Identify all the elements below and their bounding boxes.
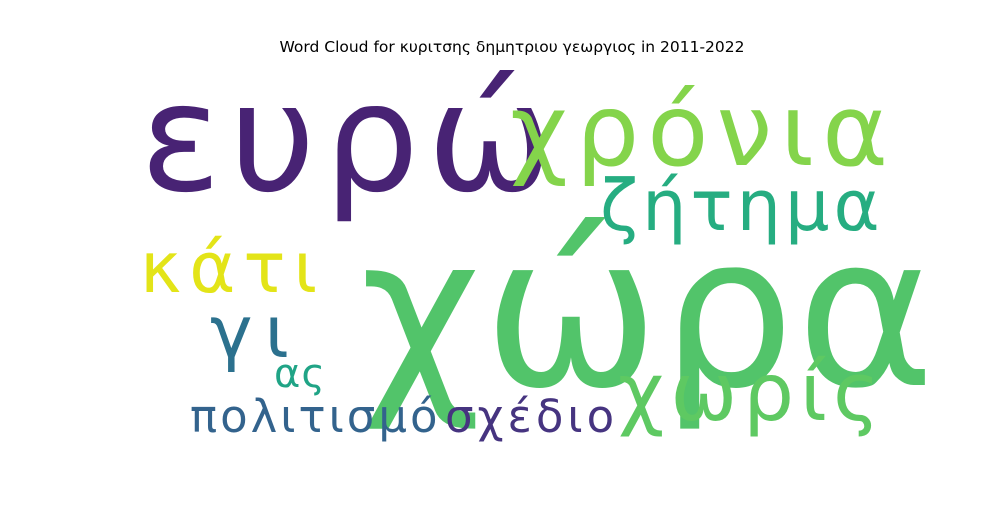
word-7: πολιτισμό bbox=[190, 390, 440, 443]
word-9: ας bbox=[274, 351, 326, 397]
word-8: σχέδιο bbox=[445, 390, 618, 443]
word-3: ζήτημα bbox=[600, 165, 884, 247]
word-5: χωρίς bbox=[618, 346, 886, 439]
word-1: ευρώ bbox=[140, 52, 561, 226]
words-layer: χώραευρώχρόνιαζήτημακάτιχωρίςγιπολιτισμό… bbox=[140, 52, 937, 443]
